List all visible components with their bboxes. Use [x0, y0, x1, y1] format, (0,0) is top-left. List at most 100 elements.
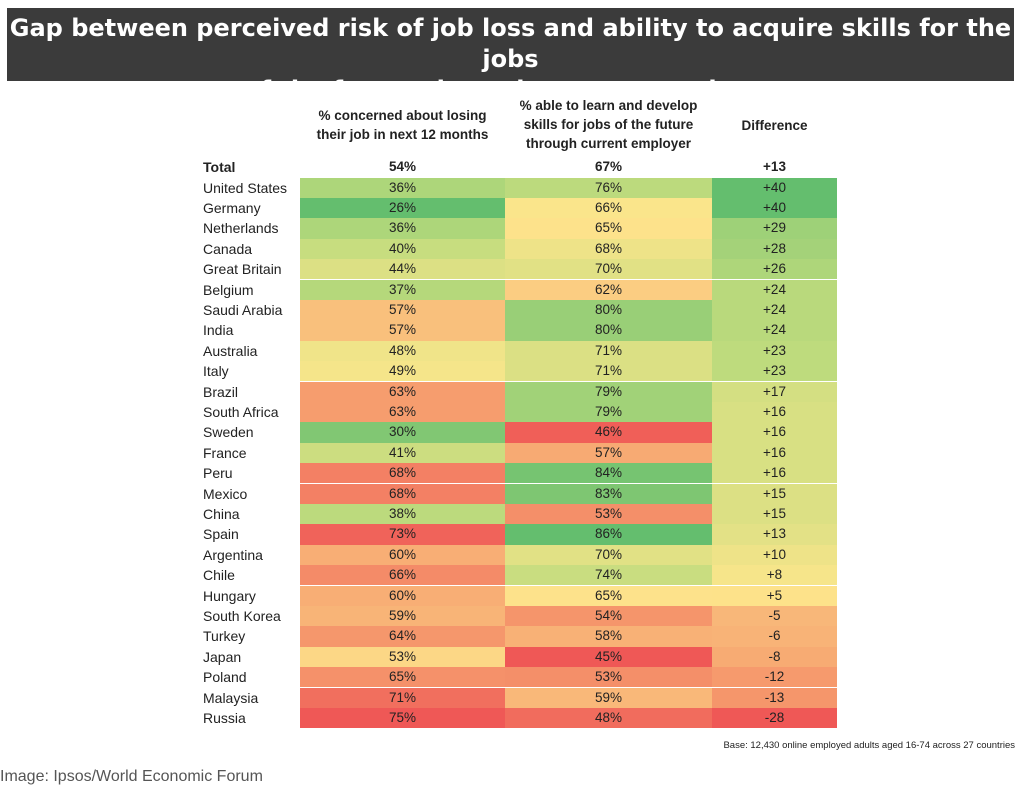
cell-difference: -13 — [712, 687, 837, 708]
table-row: Belgium 37% 62% +24 — [0, 279, 1023, 300]
country-label: South Africa — [203, 403, 279, 420]
cell-concerned: 53% — [300, 646, 505, 668]
country-label: Netherlands — [203, 220, 279, 237]
cell-difference: +13 — [763, 159, 786, 174]
cell-difference: -8 — [712, 646, 837, 668]
country-label: France — [203, 444, 247, 461]
cell-able: 67% — [594, 159, 623, 174]
country-label: Brazil — [203, 383, 239, 400]
cell-concerned: 36% — [300, 218, 505, 239]
table-row: China 38% 53% +15 — [0, 503, 1023, 525]
country-label: India — [203, 322, 234, 339]
cell-concerned: 40% — [300, 238, 505, 260]
table-row: Sweden 30% 46% +16 — [0, 422, 1023, 443]
cell-concerned: 57% — [300, 299, 505, 321]
column-header-able-line-1: % able to learn and develop — [519, 98, 698, 113]
column-header-difference: Difference — [712, 116, 837, 135]
column-header-concerned-line-1: % concerned about losing — [318, 108, 487, 123]
cell-difference: +28 — [712, 238, 837, 260]
cell-concerned: 60% — [300, 585, 505, 606]
cell-concerned: 60% — [300, 544, 505, 566]
table-row: United States 36% 76% +40 — [0, 177, 1023, 198]
country-label: Italy — [203, 363, 229, 380]
country-label: China — [203, 505, 240, 522]
cell-concerned: 71% — [300, 687, 505, 708]
cell-concerned: 49% — [300, 361, 505, 382]
country-label: Germany — [203, 199, 261, 216]
cell-able: 48% — [505, 707, 712, 729]
country-label: Chile — [203, 567, 235, 584]
cell-difference: +16 — [712, 422, 837, 443]
table-row: Netherlands 36% 65% +29 — [0, 218, 1023, 239]
table-row: Russia 75% 48% -28 — [0, 707, 1023, 729]
cell-concerned: 44% — [300, 259, 505, 280]
cell-able: 59% — [505, 687, 712, 708]
country-label: Russia — [203, 709, 246, 726]
cell-concerned: 48% — [300, 340, 505, 362]
cell-difference: +16 — [712, 401, 837, 423]
country-label: Japan — [203, 648, 242, 665]
image-credit: Image: Ipsos/World Economic Forum — [0, 768, 263, 785]
column-header-concerned: % concerned about losing their job in ne… — [300, 106, 505, 144]
cell-difference: +17 — [712, 381, 837, 402]
cell-difference: +40 — [712, 177, 837, 198]
table-row: Turkey 64% 58% -6 — [0, 626, 1023, 647]
column-header-able: % able to learn and develop skills for j… — [505, 96, 712, 153]
country-label: Malaysia — [203, 689, 259, 706]
cell-able: 74% — [505, 565, 712, 586]
table-row: South Africa 63% 79% +16 — [0, 401, 1023, 423]
cell-able: 84% — [505, 463, 712, 484]
cell-difference: +15 — [712, 503, 837, 525]
cell-concerned: 37% — [300, 279, 505, 300]
cell-able: 76% — [505, 177, 712, 198]
column-header-difference-line-1: Difference — [741, 118, 808, 133]
chart-title-line-1: Gap between perceived risk of job loss a… — [9, 14, 1012, 73]
table-row: Japan 53% 45% -8 — [0, 646, 1023, 668]
cell-difference: +10 — [712, 544, 837, 566]
table-row: Poland 65% 53% -12 — [0, 667, 1023, 688]
cell-concerned: 75% — [300, 707, 505, 729]
table-row: Malaysia 71% 59% -13 — [0, 687, 1023, 708]
base-note: Base: 12,430 online employed adults aged… — [723, 740, 1015, 751]
table-row: Saudi Arabia 57% 80% +24 — [0, 299, 1023, 321]
cell-concerned: 36% — [300, 177, 505, 198]
country-label: Belgium — [203, 281, 254, 298]
cell-concerned: 63% — [300, 401, 505, 423]
country-label: Australia — [203, 342, 258, 359]
cell-able: 53% — [505, 503, 712, 525]
table-row: Great Britain 44% 70% +26 — [0, 259, 1023, 280]
cell-difference: +23 — [712, 340, 837, 362]
column-header-able-line-3: through current employer — [525, 136, 692, 151]
country-label: Sweden — [203, 424, 254, 441]
country-label: Canada — [203, 240, 253, 257]
cell-difference: +24 — [712, 320, 837, 341]
cell-concerned: 30% — [300, 422, 505, 443]
cell-able: 54% — [505, 605, 712, 627]
cell-difference: +29 — [712, 218, 837, 239]
cell-difference: -5 — [712, 605, 837, 627]
cell-difference: -28 — [712, 707, 837, 729]
cell-difference: -12 — [712, 667, 837, 688]
cell-concerned: 57% — [300, 320, 505, 341]
column-header-able-line-2: skills for jobs of the future — [523, 117, 694, 132]
cell-able: 80% — [505, 320, 712, 341]
cell-difference: +5 — [712, 585, 837, 606]
country-label: Saudi Arabia — [203, 301, 283, 318]
cell-concerned: 73% — [300, 524, 505, 545]
cell-difference: +24 — [712, 299, 837, 321]
cell-concerned: 38% — [300, 503, 505, 525]
cell-difference: +26 — [712, 259, 837, 280]
table-row: France 41% 57% +16 — [0, 442, 1023, 464]
cell-concerned: 68% — [300, 483, 505, 504]
cell-able: 80% — [505, 299, 712, 321]
cell-able: 57% — [505, 442, 712, 464]
table-row: Germany 26% 66% +40 — [0, 197, 1023, 219]
cell-able: 79% — [505, 401, 712, 423]
cell-able: 58% — [505, 626, 712, 647]
cell-concerned: 59% — [300, 605, 505, 627]
country-label: Peru — [203, 465, 233, 482]
cell-concerned: 26% — [300, 197, 505, 219]
cell-able: 68% — [505, 238, 712, 260]
table-row: Brazil 63% 79% +17 — [0, 381, 1023, 402]
cell-able: 46% — [505, 422, 712, 443]
